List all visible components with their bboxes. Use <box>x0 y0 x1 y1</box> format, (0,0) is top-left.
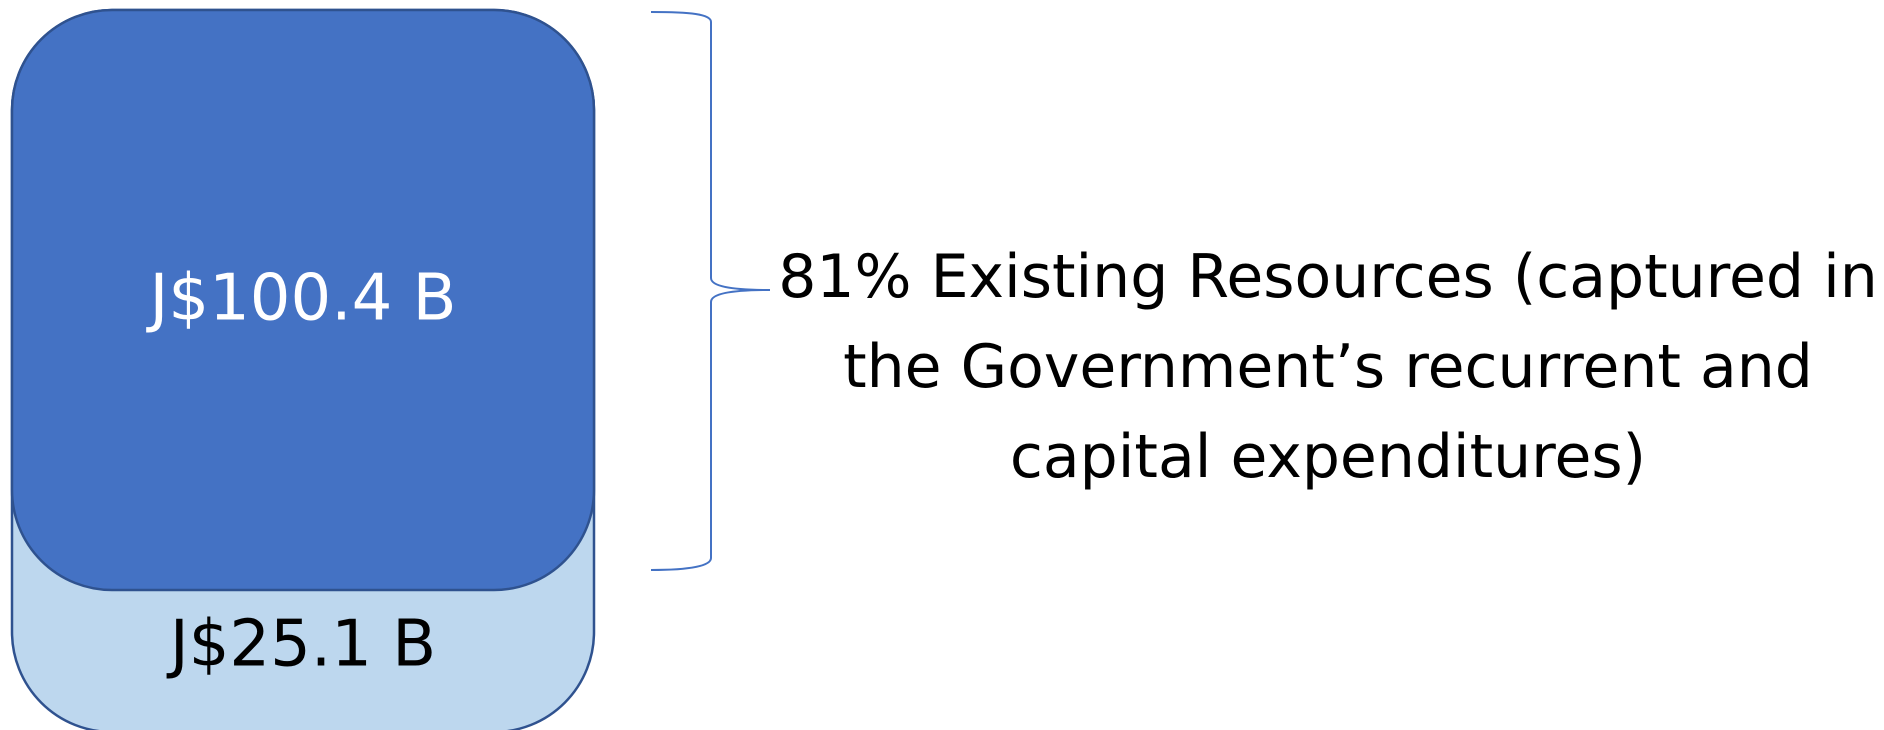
lower-block-label: J$25.1 B <box>166 608 436 682</box>
upper-block-label: J$100.4 B <box>145 262 456 336</box>
curly-brace <box>650 11 771 571</box>
existing-resources-caption: 81% Existing Resources (captured in the … <box>778 242 1878 492</box>
upper-block <box>10 8 596 592</box>
